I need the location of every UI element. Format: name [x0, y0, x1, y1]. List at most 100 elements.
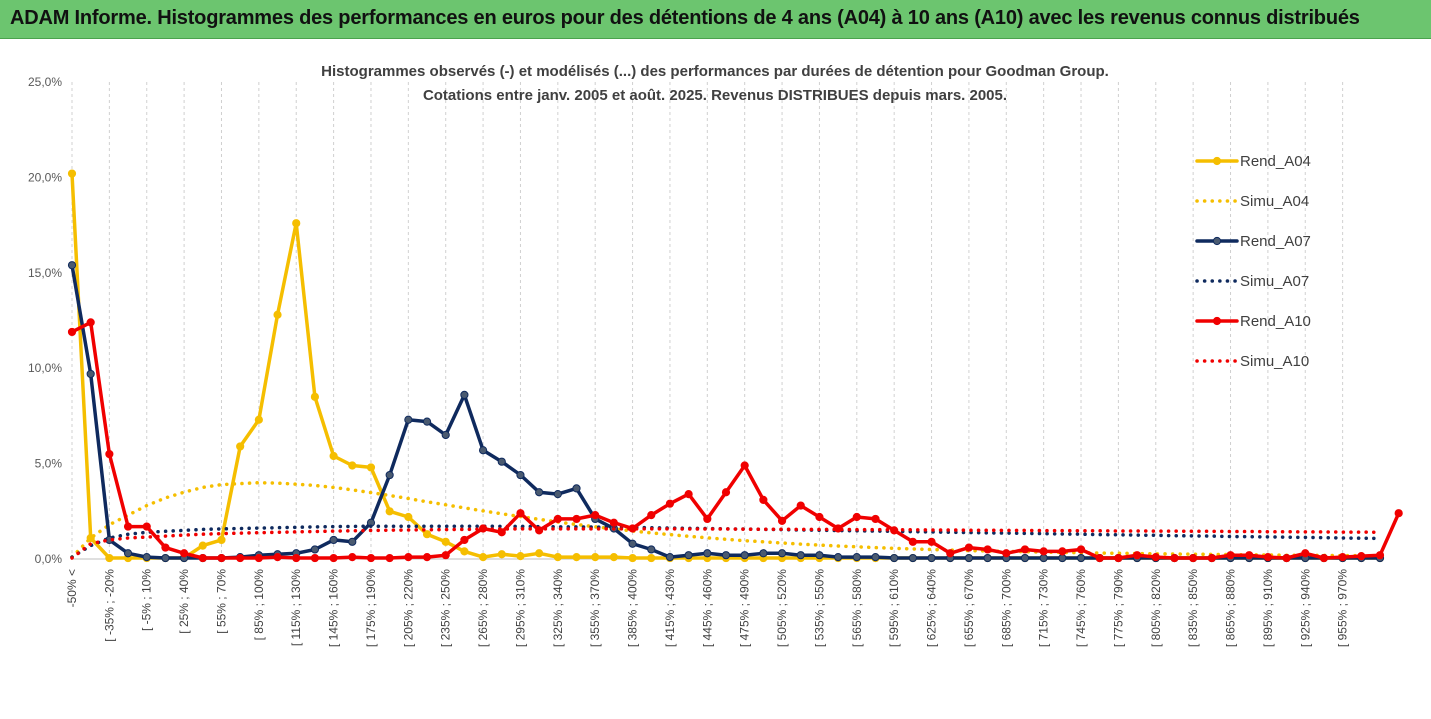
- data-point: [273, 310, 282, 319]
- data-point: [1132, 551, 1142, 560]
- data-point: [1245, 551, 1254, 560]
- data-point: [628, 539, 637, 548]
- data-point: [703, 549, 712, 558]
- x-tick-label: [ 415% ; 430%: [663, 569, 677, 647]
- data-point: [1058, 553, 1067, 563]
- data-point: [815, 512, 824, 522]
- data-point: [254, 553, 263, 563]
- data-point: [647, 553, 656, 563]
- data-point: [460, 547, 469, 556]
- data-point: [1058, 547, 1067, 556]
- x-tick-label: [ -35% ; -20%: [102, 569, 116, 642]
- legend-label: Rend_A04: [1240, 153, 1311, 170]
- y-tick-label: 15,0%: [28, 266, 62, 280]
- x-tick-label: [ 955% ; 970%: [1336, 569, 1350, 647]
- data-point: [67, 261, 77, 270]
- series-line-simu-a04: [70, 480, 1382, 559]
- legend-marker: [1212, 156, 1222, 166]
- series-rend-a04: [67, 169, 1385, 563]
- data-point: [460, 535, 469, 545]
- data-point: [684, 490, 693, 499]
- x-tick-label: [ 505% ; 520%: [775, 569, 789, 647]
- y-tick-label: 0,0%: [35, 552, 63, 566]
- data-point: [422, 530, 432, 539]
- series-line-simu-a07: [70, 524, 1382, 559]
- data-point: [422, 417, 432, 426]
- line-chart: 0,0% 5,0% 10,0% 15,0% 20,0% 25,0% -50% < [ -35%…: [28, 63, 1403, 647]
- data-point: [385, 553, 394, 563]
- data-point: [329, 535, 338, 545]
- data-point: [310, 553, 320, 563]
- data-point: [927, 537, 936, 546]
- data-point: [86, 318, 95, 327]
- chart-title-line: Cotations entre janv. 2005 et août. 2025…: [423, 87, 1007, 104]
- data-point: [591, 552, 600, 562]
- y-tick-label: 20,0%: [28, 170, 62, 184]
- data-point: [796, 551, 805, 560]
- x-tick-label: [ 85% ; 100%: [252, 569, 266, 641]
- data-point: [1282, 553, 1291, 563]
- series-rend-a10: [67, 318, 1403, 563]
- data-point: [759, 549, 768, 558]
- data-point: [1020, 553, 1030, 563]
- x-tick-label: [ 235% ; 250%: [439, 569, 453, 647]
- series-layer: [67, 169, 1403, 563]
- y-tick-label: 25,0%: [28, 75, 62, 89]
- series-simu-a04: [70, 480, 1382, 559]
- data-point: [1151, 552, 1160, 562]
- data-point: [441, 430, 450, 440]
- data-point: [852, 552, 861, 562]
- data-point: [890, 553, 899, 563]
- data-point: [516, 552, 525, 561]
- data-point: [609, 552, 618, 562]
- series-line-rend-a07: [70, 263, 1382, 560]
- data-point: [1226, 551, 1235, 560]
- data-point: [871, 552, 880, 562]
- data-point: [553, 514, 562, 524]
- data-point: [796, 501, 805, 510]
- x-tick-label: [ 925% ; 940%: [1298, 569, 1312, 647]
- chart-title: Histogrammes observés (-) et modélisés (…: [321, 63, 1109, 104]
- x-tick-label: [ 595% ; 610%: [887, 569, 901, 647]
- data-point: [647, 511, 656, 520]
- data-point: [67, 327, 77, 337]
- data-point: [1095, 553, 1104, 563]
- data-point: [161, 553, 170, 563]
- report-title: ADAM Informe. Histogrammes des performan…: [10, 7, 1360, 29]
- data-point: [665, 499, 675, 508]
- data-point: [329, 553, 338, 563]
- data-point: [591, 511, 600, 520]
- x-tick-label: [ 445% ; 460%: [700, 569, 714, 647]
- data-point: [572, 552, 581, 562]
- data-point: [441, 537, 450, 546]
- legend-label: Simu_A07: [1240, 273, 1309, 290]
- data-point: [1319, 553, 1329, 563]
- data-point: [105, 449, 114, 459]
- data-point: [142, 522, 151, 531]
- data-point: [759, 495, 768, 504]
- data-point: [1375, 551, 1385, 560]
- data-point: [348, 552, 357, 562]
- data-point: [964, 543, 974, 552]
- data-point: [535, 549, 544, 558]
- data-point: [647, 545, 656, 554]
- data-point: [553, 490, 562, 499]
- x-tick-label: [ 265% ; 280%: [476, 569, 490, 647]
- x-tick-label: [ 145% ; 160%: [327, 569, 341, 647]
- data-point: [292, 219, 301, 228]
- data-point: [1189, 553, 1198, 563]
- legend-marker: [1212, 236, 1222, 246]
- data-point: [236, 553, 245, 563]
- data-point: [385, 470, 394, 480]
- data-point: [441, 551, 450, 560]
- data-point: [946, 549, 955, 558]
- data-point: [478, 446, 488, 455]
- data-point: [628, 553, 637, 563]
- data-point: [777, 549, 787, 558]
- data-point: [908, 553, 917, 563]
- report-header: ADAM Informe. Histogrammes des performan…: [0, 0, 1431, 39]
- chart-legend: Rend_A04 Simu_A04 Rend_A07 Simu_A07 Rend_A10…: [1195, 153, 1311, 370]
- data-point: [684, 551, 693, 560]
- series-line-rend-a04: [70, 171, 1382, 560]
- data-point: [460, 390, 469, 400]
